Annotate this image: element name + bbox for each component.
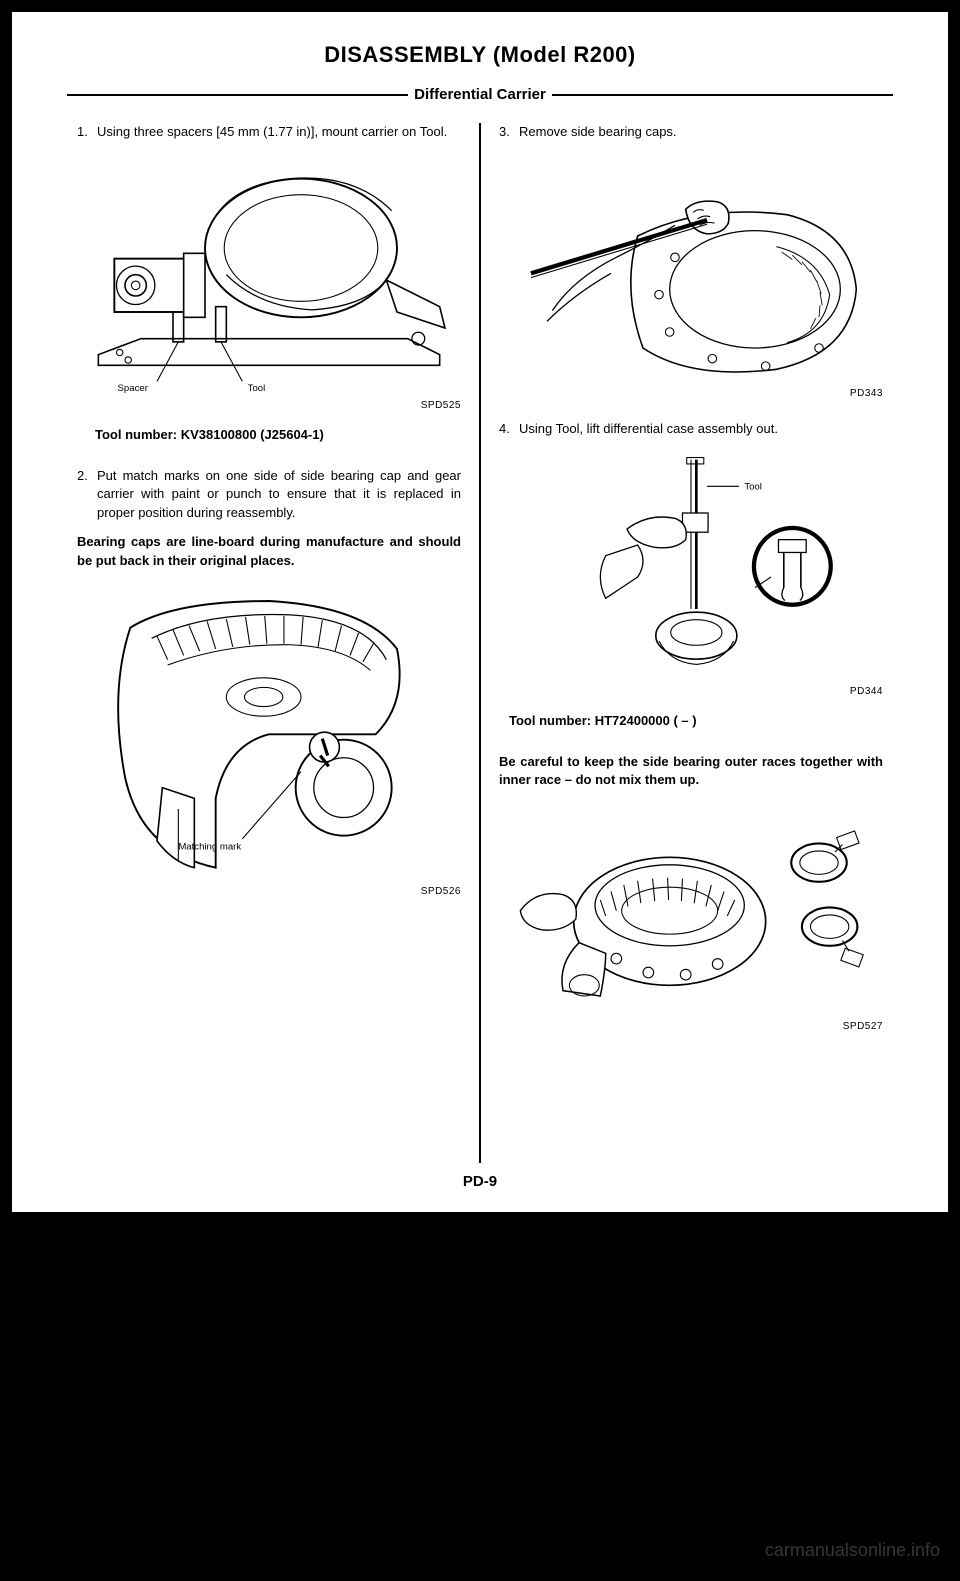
figure-pd344: Tool PD344 <box>499 449 883 700</box>
note-races: Be careful to keep the side bearing oute… <box>499 753 883 791</box>
rule-right <box>552 94 893 96</box>
black-border-bottom: carmanualsonline.info <box>0 1224 960 1569</box>
tool-number-1: Tool number: KV38100800 (J25604-1) <box>95 426 461 445</box>
figure-pd343: PD343 <box>499 172 883 402</box>
step-2: 2. Put match marks on one side of side b… <box>77 467 461 524</box>
figure-id: SPD526 <box>77 885 461 900</box>
right-column: 3. Remove side bearing caps. <box>481 123 893 1163</box>
label-spacer: Spacer <box>118 383 149 394</box>
step-1: 1. Using three spacers [45 mm (1.77 in)]… <box>77 123 461 142</box>
step-4: 4. Using Tool, lift differential case as… <box>499 420 883 439</box>
left-column: 1. Using three spacers [45 mm (1.77 in)]… <box>67 123 479 1163</box>
rule-left <box>67 94 408 96</box>
figure-id: PD344 <box>499 685 883 700</box>
page-number: PD-9 <box>67 1173 893 1190</box>
tool-number-2: Tool number: HT72400000 ( – ) <box>509 712 883 731</box>
step-3: 3. Remove side bearing caps. <box>499 123 883 142</box>
note-bearing-caps: Bearing caps are line-board during manuf… <box>77 533 461 571</box>
section-subtitle: Differential Carrier <box>408 86 552 103</box>
figure-id: PD343 <box>499 387 883 402</box>
step-text: Remove side bearing caps. <box>519 123 883 142</box>
figure-id: SPD525 <box>77 399 461 414</box>
step-text: Using Tool, lift differential case assem… <box>519 420 883 439</box>
figure-spd527: SPD527 <box>499 804 883 1034</box>
step-number: 2. <box>77 467 97 524</box>
label-matching-mark: Matching mark <box>178 841 241 852</box>
step-text: Put match marks on one side of side bear… <box>97 467 461 524</box>
step-text: Using three spacers [45 mm (1.77 in)], m… <box>97 123 461 142</box>
label-tool: Tool <box>744 481 762 492</box>
two-column-layout: 1. Using three spacers [45 mm (1.77 in)]… <box>67 123 893 1163</box>
figure-spd526: Matching mark SPD526 <box>77 585 461 900</box>
step-number: 3. <box>499 123 519 142</box>
watermark: carmanualsonline.info <box>765 1540 940 1561</box>
page-title: DISASSEMBLY (Model R200) <box>67 42 893 68</box>
step-number: 4. <box>499 420 519 439</box>
step-number: 1. <box>77 123 97 142</box>
figure-id: SPD527 <box>499 1020 883 1035</box>
manual-page: DISASSEMBLY (Model R200) Differential Ca… <box>12 12 948 1212</box>
section-header: Differential Carrier <box>67 86 893 103</box>
figure-spd525: Spacer Tool SPD525 <box>77 152 461 414</box>
label-tool: Tool <box>248 383 266 394</box>
